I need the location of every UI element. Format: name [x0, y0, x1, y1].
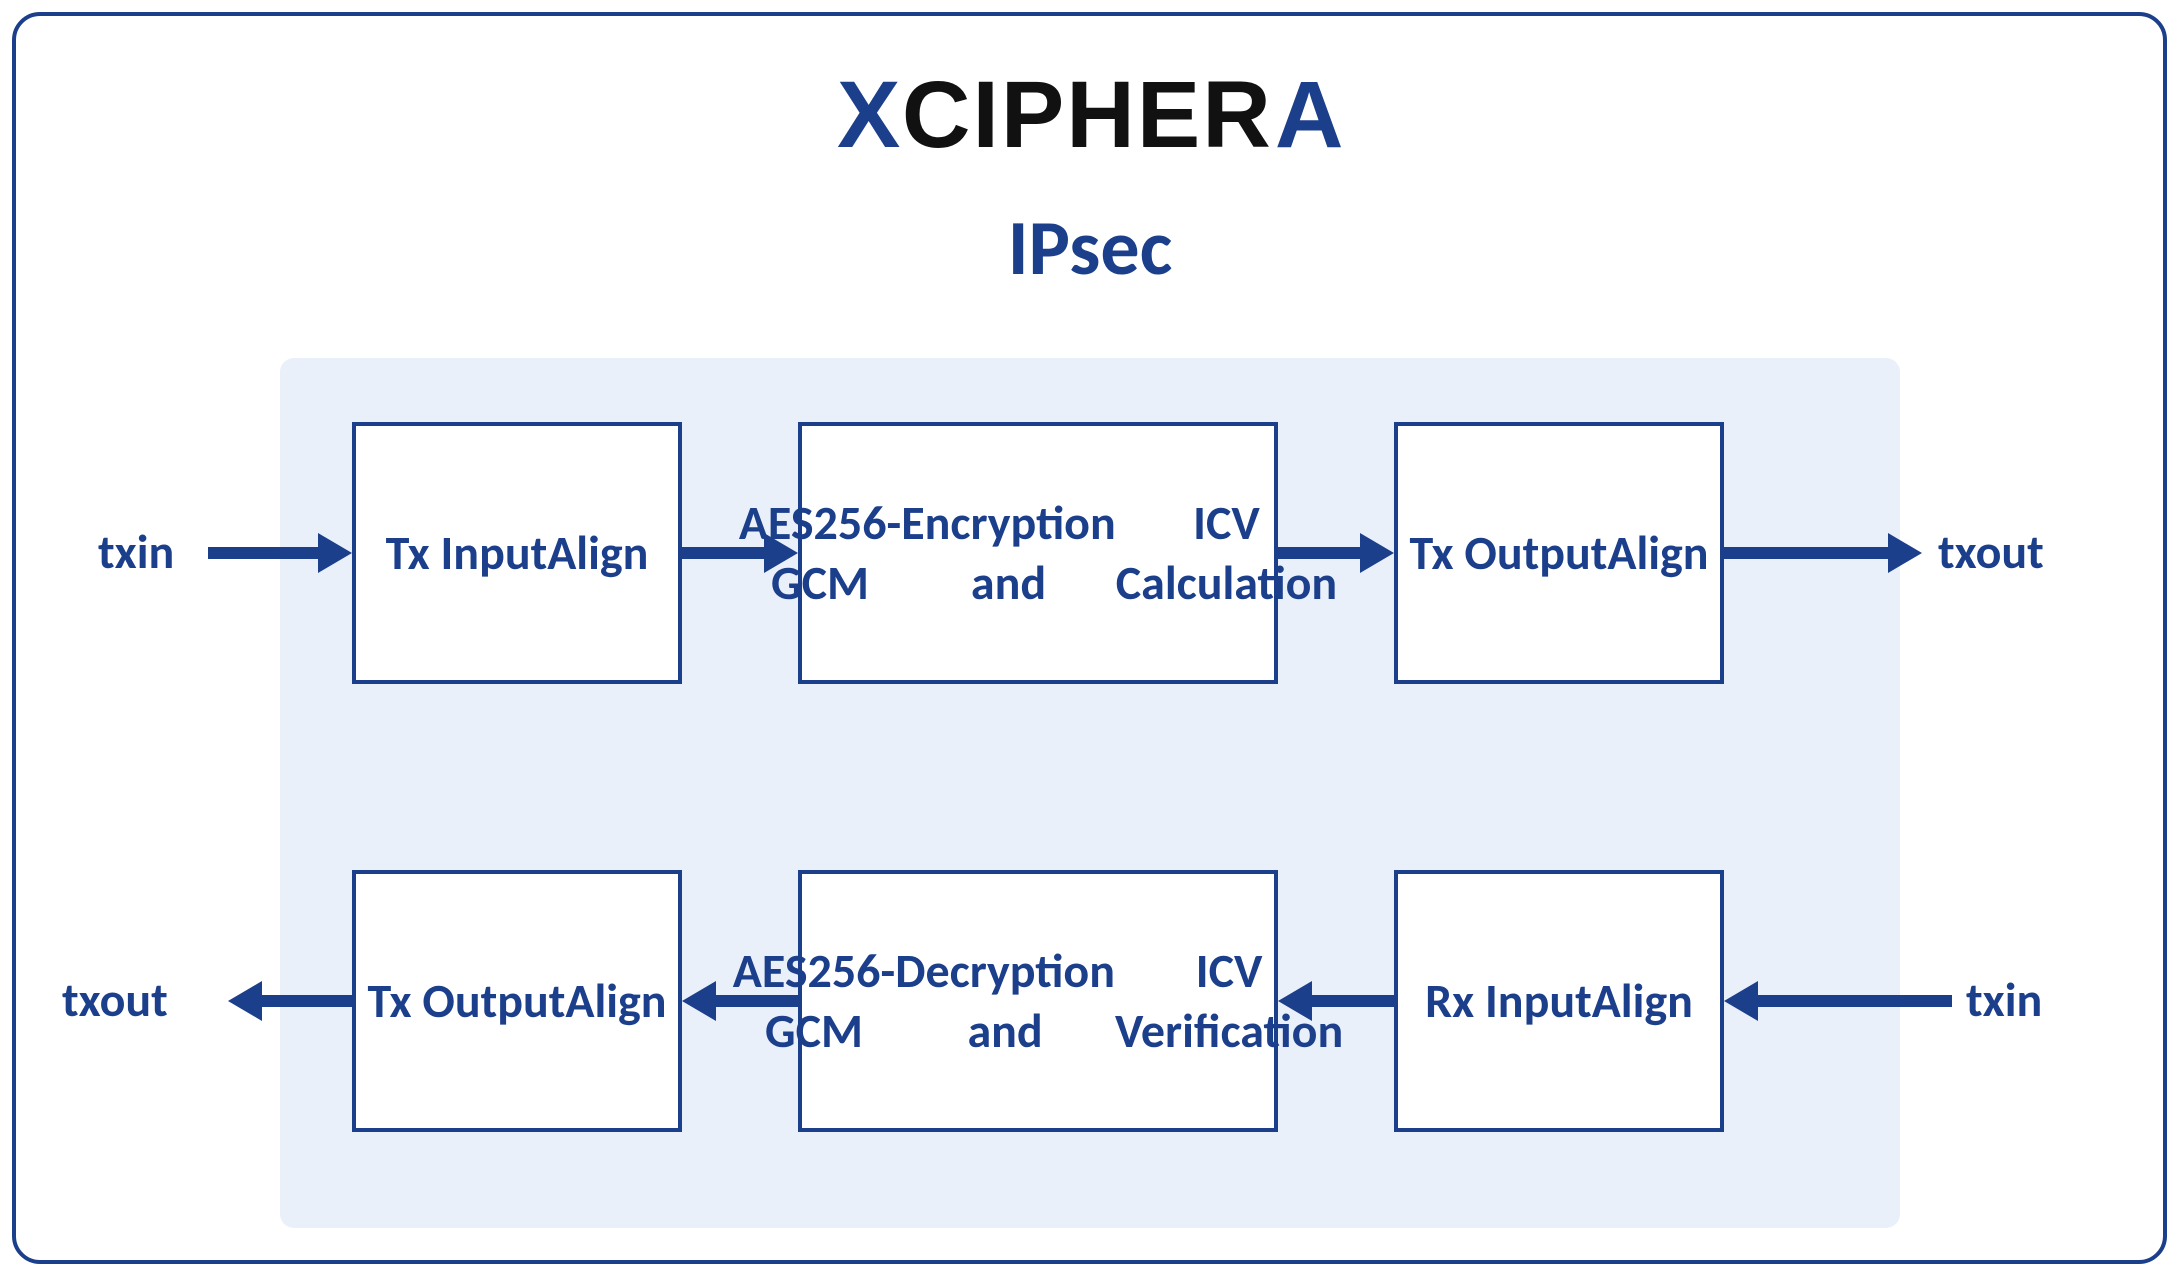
logo-part-1: CIPHER	[902, 61, 1273, 170]
port-txin-right: txin	[1966, 970, 2042, 1029]
diagram-title: IPsec	[960, 200, 1220, 280]
logo-part-0: X	[835, 61, 900, 170]
node-encryption: AES256-GCMEncryption andICV Calculation	[798, 422, 1278, 684]
node-rx-output-align: Tx OutputAlign	[352, 870, 682, 1132]
port-txout-left: txout	[62, 970, 168, 1029]
node-tx-output-align: Tx OutputAlign	[1394, 422, 1724, 684]
port-txin-left: txin	[98, 522, 174, 581]
logo-part-2: A	[1275, 61, 1346, 170]
logo: X CIPHER A	[800, 60, 1380, 170]
node-rx-input-align: Rx InputAlign	[1394, 870, 1724, 1132]
diagram-canvas: X CIPHER A IPsec Tx InputAlign AES256-GC…	[0, 0, 2179, 1276]
node-decryption: AES256-GCMDecryption andICV Verification	[798, 870, 1278, 1132]
node-tx-input-align: Tx InputAlign	[352, 422, 682, 684]
port-txout-right: txout	[1938, 522, 2044, 581]
